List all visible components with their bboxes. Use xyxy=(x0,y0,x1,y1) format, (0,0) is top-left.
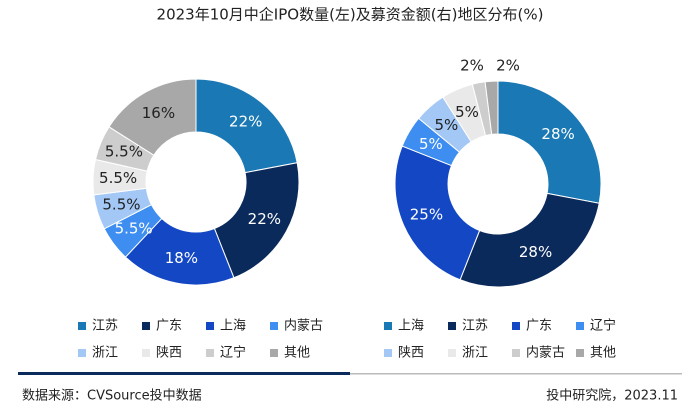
data-label: 5.5% xyxy=(115,219,153,237)
legend-label: 广东 xyxy=(156,319,182,334)
slice xyxy=(195,78,298,174)
legend-swatch xyxy=(576,322,584,330)
legend-label: 江苏 xyxy=(462,318,488,334)
data-label: 2% xyxy=(496,57,520,75)
data-label: 18% xyxy=(165,249,198,267)
data-label: 5.5% xyxy=(102,195,140,213)
slice xyxy=(459,192,600,288)
legend-label: 辽宁 xyxy=(590,318,616,334)
legend-swatch xyxy=(78,349,86,357)
legend-label: 辽宁 xyxy=(220,345,246,361)
legend-swatch xyxy=(206,349,214,357)
legend-swatch xyxy=(142,349,150,357)
legend-label: 江苏 xyxy=(92,318,118,334)
data-label: 2% xyxy=(460,57,484,75)
data-label: 5% xyxy=(455,103,479,121)
legend-label: 上海 xyxy=(220,319,246,334)
data-label: 22% xyxy=(229,112,262,130)
credit: 投中研究院，2023.11 xyxy=(546,388,678,404)
legend-label: 陕西 xyxy=(398,346,424,361)
legend-swatch xyxy=(384,322,392,330)
legend-label: 广东 xyxy=(526,319,552,334)
data-label: 5% xyxy=(419,135,443,153)
legend-label: 陕西 xyxy=(156,346,182,361)
slice xyxy=(394,145,481,281)
legend-swatch xyxy=(512,349,520,357)
legend-swatch xyxy=(270,322,278,330)
legend-label: 其他 xyxy=(284,346,310,361)
data-label: 28% xyxy=(519,243,552,261)
legend-swatch xyxy=(206,322,214,330)
slice xyxy=(108,78,197,156)
slice xyxy=(213,162,300,279)
slice xyxy=(497,80,602,204)
source: 数据来源：CVSource投中数据 xyxy=(22,388,202,404)
legend-label: 内蒙古 xyxy=(526,345,565,361)
legend-label: 浙江 xyxy=(92,346,118,361)
legend-swatch xyxy=(78,322,86,330)
data-label: 16% xyxy=(142,104,175,122)
legend-swatch xyxy=(270,349,278,357)
data-label: 25% xyxy=(410,205,443,223)
data-label: 22% xyxy=(248,210,281,228)
chart-title: 2023年10月中企IPO数量(左)及募资金额(右)地区分布(%) xyxy=(157,6,544,24)
legend-label: 浙江 xyxy=(462,346,488,361)
legend-swatch xyxy=(142,322,150,330)
footer-rule xyxy=(350,373,682,375)
data-label: 5.5% xyxy=(99,169,137,187)
legend-swatch xyxy=(512,322,520,330)
legend-label: 上海 xyxy=(398,319,424,334)
data-label: 5% xyxy=(435,116,459,134)
legend-swatch xyxy=(384,349,392,357)
legend-swatch xyxy=(448,322,456,330)
legend-label: 内蒙古 xyxy=(284,318,323,334)
slice xyxy=(484,80,499,135)
data-label: 28% xyxy=(541,125,574,143)
legend-label: 其他 xyxy=(590,346,616,361)
legend-swatch xyxy=(576,349,584,357)
legend-swatch xyxy=(448,349,456,357)
footer-bar xyxy=(18,372,350,375)
data-label: 5.5% xyxy=(105,143,143,161)
